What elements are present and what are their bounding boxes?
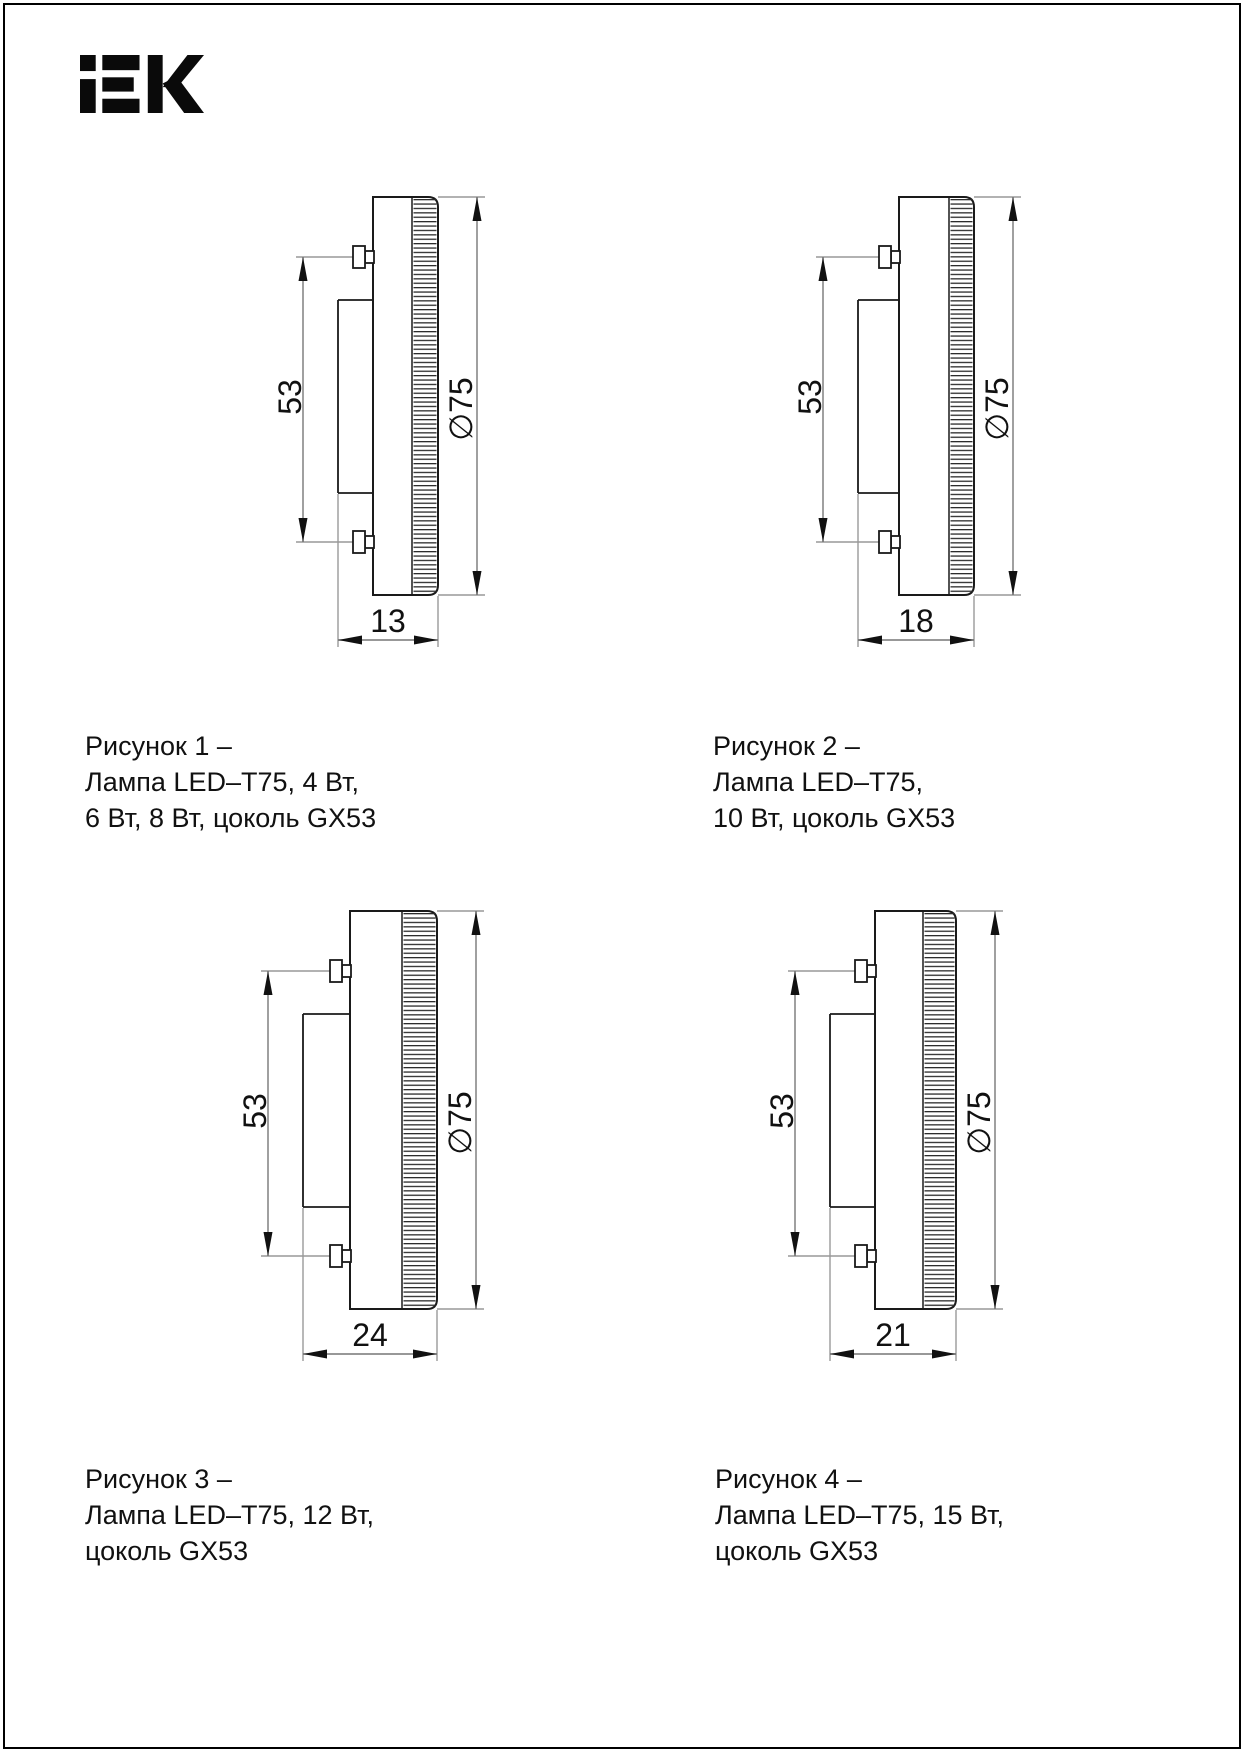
- figure-2-caption: Рисунок 2 – Лампа LED–T75, 10 Вт, цоколь…: [713, 728, 955, 836]
- svg-text:∅75: ∅75: [443, 377, 479, 440]
- svg-text:21: 21: [875, 1317, 911, 1353]
- logo-i-stem: [80, 79, 96, 113]
- caption-line: Лампа LED–T75, 12 Вт,: [85, 1500, 375, 1530]
- figure-1-drawing: 53 ∅75 13: [273, 196, 485, 647]
- page-border: [3, 3, 1241, 1749]
- svg-text:13: 13: [370, 603, 406, 639]
- caption-line: Лампа LED–T75,: [713, 767, 924, 797]
- svg-text:24: 24: [352, 1317, 388, 1353]
- svg-text:53: 53: [238, 1093, 273, 1129]
- caption-line: Рисунок 3 –: [85, 1464, 232, 1494]
- figure-3-caption: Рисунок 3 – Лампа LED–T75, 12 Вт, цоколь…: [85, 1461, 374, 1569]
- svg-text:∅75: ∅75: [979, 377, 1015, 440]
- caption-line: Лампа LED–T75, 4 Вт,: [85, 767, 360, 797]
- logo-i-dot: [80, 55, 96, 72]
- figure-3-drawing: 53 ∅75 24: [238, 910, 484, 1361]
- svg-text:53: 53: [273, 379, 308, 415]
- figure-4-drawing: 53 ∅75 21: [765, 910, 1003, 1361]
- caption-line: Рисунок 2 –: [713, 731, 860, 761]
- logo-e-bottom-bar: [102, 98, 140, 113]
- logo-k-lower-arm: [162, 76, 204, 113]
- caption-line: Рисунок 1 –: [85, 731, 232, 761]
- svg-text:∅75: ∅75: [961, 1091, 997, 1154]
- caption-line: цоколь GX53: [715, 1536, 879, 1566]
- svg-text:∅75: ∅75: [442, 1091, 478, 1154]
- svg-text:53: 53: [793, 379, 828, 415]
- svg-text:53: 53: [765, 1093, 800, 1129]
- figure-4-caption: Рисунок 4 – Лампа LED–T75, 15 Вт, цоколь…: [715, 1461, 1004, 1569]
- caption-line: Лампа LED–T75, 15 Вт,: [715, 1500, 1005, 1530]
- svg-text:18: 18: [898, 603, 934, 639]
- caption-line: 10 Вт, цоколь GX53: [713, 803, 956, 833]
- figure-1-caption: Рисунок 1 – Лампа LED–T75, 4 Вт, 6 Вт, 8…: [85, 728, 376, 836]
- caption-line: Рисунок 4 –: [715, 1464, 862, 1494]
- logo-e-mid-bar: [102, 77, 134, 92]
- logo-e-top-bar: [102, 55, 140, 71]
- figure-2-drawing: 53 ∅75 18: [793, 196, 1021, 647]
- caption-line: 6 Вт, 8 Вт, цоколь GX53: [85, 803, 377, 833]
- logo-k-stem: [147, 55, 163, 113]
- caption-line: цоколь GX53: [85, 1536, 249, 1566]
- iek-logo: [80, 55, 204, 113]
